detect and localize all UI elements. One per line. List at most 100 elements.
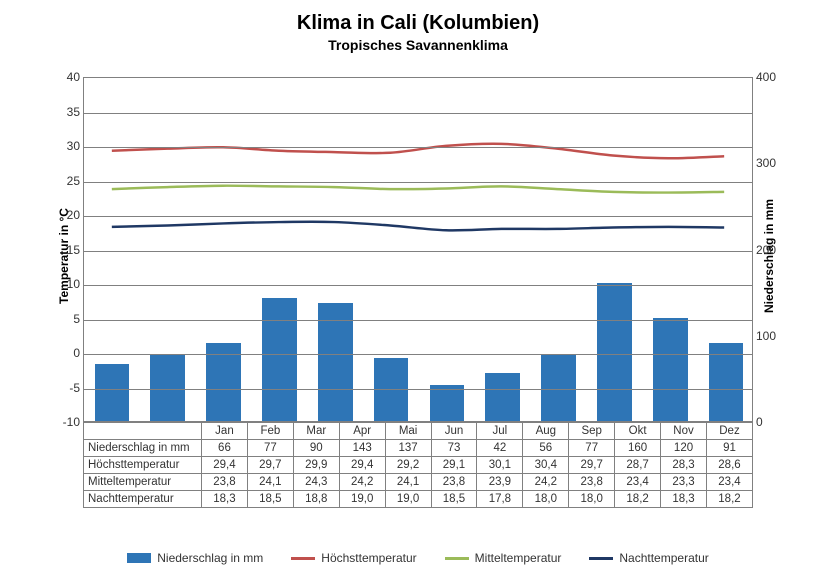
table-cell: 56	[523, 440, 569, 457]
y-left-tick: -10	[54, 415, 80, 429]
table-cell: 24,3	[293, 474, 339, 491]
y-left-tick: 30	[54, 139, 80, 153]
y-axis-right: 0100200300400	[756, 77, 786, 422]
table-cell: 30,1	[477, 457, 523, 474]
chart-subtitle: Tropisches Savannenklima	[0, 37, 836, 53]
table-cell: 137	[385, 440, 431, 457]
data-table: JanFebMarAprMaiJunJulAugSepOktNovDezNied…	[83, 422, 753, 508]
table-cell: 29,4	[202, 457, 248, 474]
table-cell: 77	[569, 440, 615, 457]
y-left-tick: 15	[54, 243, 80, 257]
legend-swatch-line-icon	[291, 557, 315, 560]
table-cell: 18,0	[523, 491, 569, 508]
row-label: Nachttemperatur	[84, 491, 202, 508]
legend-item-night: Nachttemperatur	[589, 551, 708, 565]
month-header: Jul	[477, 423, 523, 440]
y-left-tick: -5	[54, 381, 80, 395]
table-cell: 143	[339, 440, 385, 457]
table-cell: 24,1	[385, 474, 431, 491]
table-cell: 24,1	[247, 474, 293, 491]
table-cell: 18,3	[661, 491, 707, 508]
month-header: Okt	[615, 423, 661, 440]
table-cell: 18,8	[293, 491, 339, 508]
month-header: Mai	[385, 423, 431, 440]
y-left-tick: 10	[54, 277, 80, 291]
table-cell: 30,4	[523, 457, 569, 474]
legend-label-high: Höchsttemperatur	[321, 551, 416, 565]
month-header: Apr	[339, 423, 385, 440]
table-cell: 23,3	[661, 474, 707, 491]
table-cell: 29,1	[431, 457, 477, 474]
y-right-tick: 100	[756, 329, 776, 343]
legend-label-precip: Niederschlag in mm	[157, 551, 263, 565]
month-header: Feb	[247, 423, 293, 440]
legend-item-precip: Niederschlag in mm	[127, 551, 263, 565]
table-cell: 23,9	[477, 474, 523, 491]
month-header: Aug	[523, 423, 569, 440]
month-header: Nov	[661, 423, 707, 440]
table-cell: 23,8	[431, 474, 477, 491]
month-header: Dez	[706, 423, 752, 440]
legend-item-mid: Mitteltemperatur	[445, 551, 562, 565]
month-header: Jun	[431, 423, 477, 440]
table-cell: 42	[477, 440, 523, 457]
legend-item-high: Höchsttemperatur	[291, 551, 416, 565]
climate-chart-container: Klima in Cali (Kolumbien) Tropisches Sav…	[0, 12, 836, 587]
y-right-tick: 0	[756, 415, 763, 429]
table-cell: 24,2	[339, 474, 385, 491]
table-cell: 91	[706, 440, 752, 457]
table-cell: 18,5	[247, 491, 293, 508]
table-cell: 90	[293, 440, 339, 457]
table-cell: 29,7	[247, 457, 293, 474]
y-left-tick: 0	[54, 346, 80, 360]
table-cell: 120	[661, 440, 707, 457]
lines-layer	[84, 78, 752, 421]
y-right-tick: 200	[756, 243, 776, 257]
series-line	[112, 186, 724, 193]
legend-swatch-line-icon	[589, 557, 613, 560]
series-line	[112, 144, 724, 159]
table-cell: 19,0	[339, 491, 385, 508]
table-cell: 18,2	[706, 491, 752, 508]
row-label: Niederschlag in mm	[84, 440, 202, 457]
table-cell: 23,8	[569, 474, 615, 491]
row-label: Höchsttemperatur	[84, 457, 202, 474]
table-cell: 28,6	[706, 457, 752, 474]
table-cell: 23,4	[615, 474, 661, 491]
table-cell: 19,0	[385, 491, 431, 508]
table-cell: 73	[431, 440, 477, 457]
legend-swatch-bar-icon	[127, 553, 151, 563]
table-cell: 28,3	[661, 457, 707, 474]
table-cell: 18,3	[202, 491, 248, 508]
y-right-tick: 400	[756, 70, 776, 84]
table-cell: 18,2	[615, 491, 661, 508]
table-cell: 18,5	[431, 491, 477, 508]
chart-plot-area	[83, 77, 753, 422]
series-line	[112, 222, 724, 231]
table-cell: 23,8	[202, 474, 248, 491]
table-cell: 29,2	[385, 457, 431, 474]
month-header: Sep	[569, 423, 615, 440]
chart-title: Klima in Cali (Kolumbien)	[0, 12, 836, 35]
table-cell: 29,9	[293, 457, 339, 474]
y-left-tick: 20	[54, 208, 80, 222]
table-cell: 17,8	[477, 491, 523, 508]
legend-swatch-line-icon	[445, 557, 469, 560]
legend: Niederschlag in mm Höchsttemperatur Mitt…	[0, 551, 836, 565]
y-left-tick: 5	[54, 312, 80, 326]
y-left-tick: 40	[54, 70, 80, 84]
table-cell: 28,7	[615, 457, 661, 474]
y-left-tick: 25	[54, 174, 80, 188]
legend-label-mid: Mitteltemperatur	[475, 551, 562, 565]
table-cell: 66	[202, 440, 248, 457]
month-header: Mar	[293, 423, 339, 440]
legend-label-night: Nachttemperatur	[619, 551, 708, 565]
y-left-tick: 35	[54, 105, 80, 119]
table-cell: 77	[247, 440, 293, 457]
table-cell: 24,2	[523, 474, 569, 491]
row-label: Mitteltemperatur	[84, 474, 202, 491]
table-cell: 18,0	[569, 491, 615, 508]
y-right-tick: 300	[756, 156, 776, 170]
y-axis-left: -10-50510152025303540	[54, 77, 80, 422]
table-cell: 29,4	[339, 457, 385, 474]
